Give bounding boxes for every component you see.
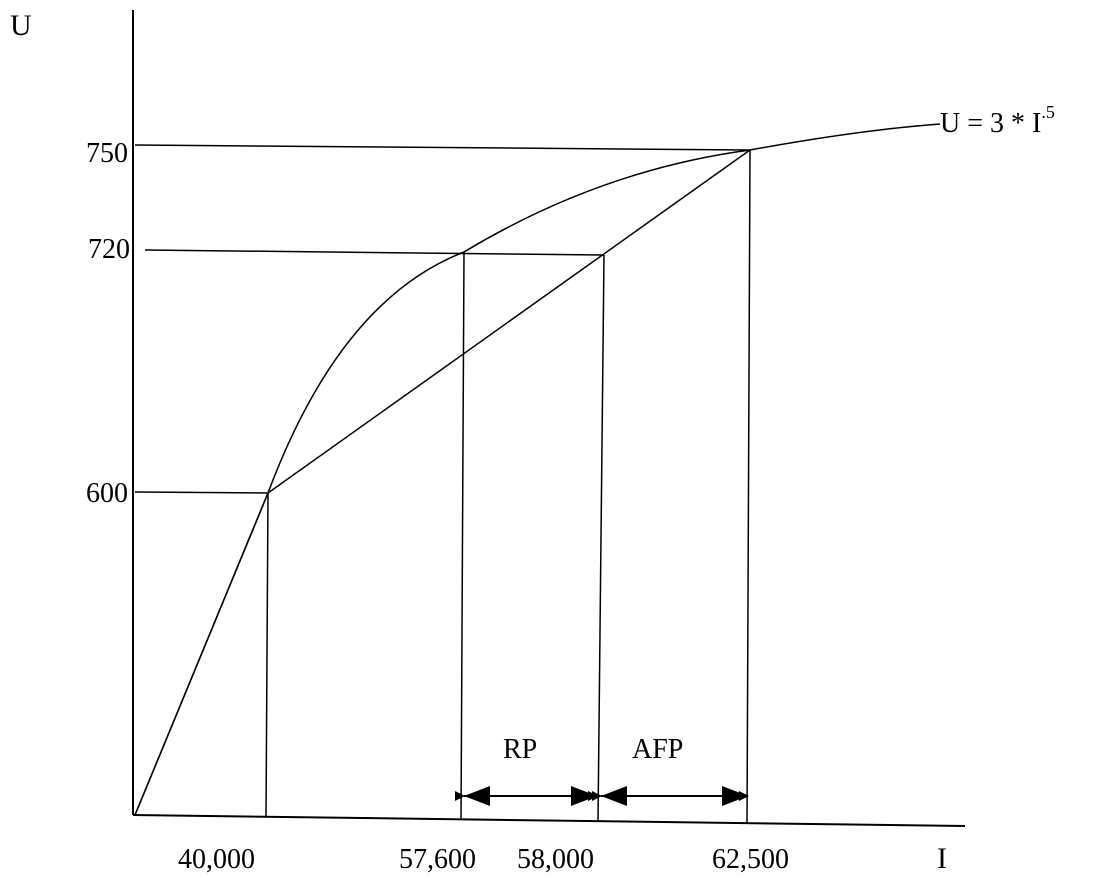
x-tick-57600: 57,600 [399,844,476,875]
curve-equation-exponent: .5 [1041,102,1055,122]
rp-arrowhead-right [571,786,597,806]
utility-curve [134,123,941,816]
curve-equation-main: U = 3 * I [940,108,1041,139]
x-axis-label: I [937,842,947,875]
afp-arrowhead-left [601,786,627,806]
afp-label: AFP [632,734,683,765]
guide-u-600 [134,491,269,494]
afp-arrowhead-right [722,786,748,806]
guide-i-62500 [746,149,751,824]
curve-equation: U = 3 * I.5 [940,102,1055,139]
guide-u-750 [134,144,751,151]
y-axis-label: U [10,9,32,42]
y-tick-720: 720 [88,234,130,265]
x-axis [132,814,966,827]
guide-i-57600 [460,251,465,821]
x-tick-40000: 40,000 [178,844,255,875]
rp-label: RP [503,734,537,765]
x-tick-58000: 58,000 [517,844,594,875]
y-tick-750: 750 [86,138,128,169]
guide-i-58000 [597,254,605,822]
rp-arrowhead-left [464,786,490,806]
guide-i-40000 [265,492,269,818]
y-tick-600: 600 [86,478,128,509]
expected-utility-chord [267,149,751,494]
guide-u-720 [144,249,605,256]
x-tick-62500: 62,500 [712,844,789,875]
